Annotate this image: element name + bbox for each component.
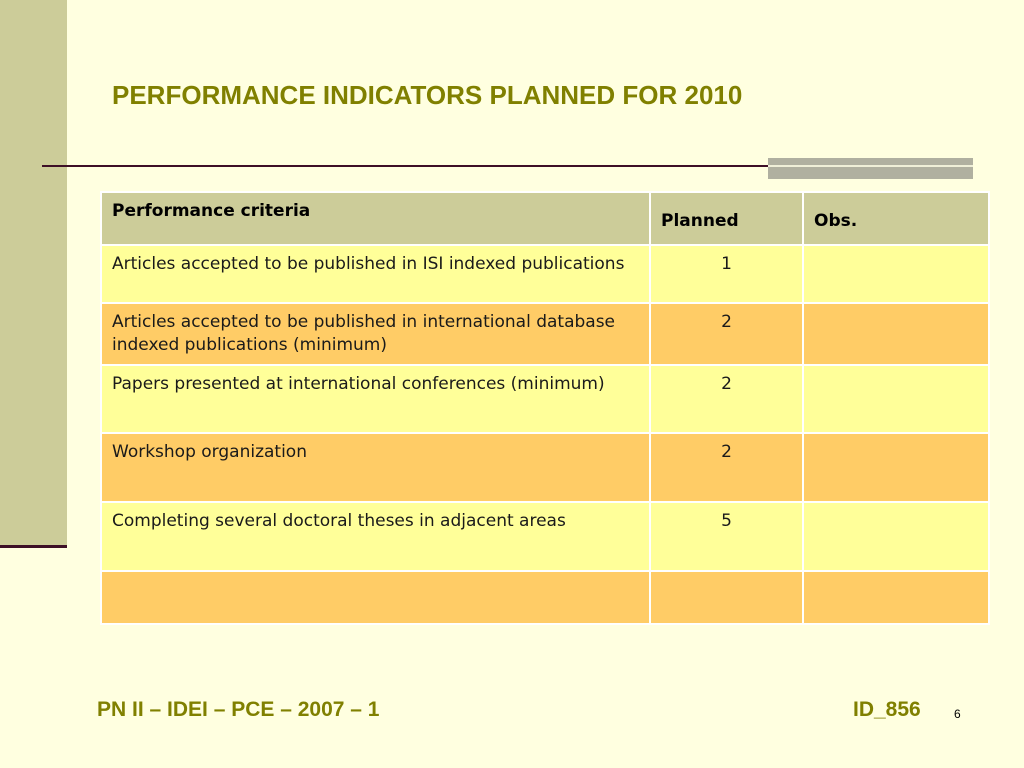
criteria-cell: Workshop organization <box>100 432 651 503</box>
obs-cell <box>802 432 990 503</box>
planned-cell: 1 <box>649 244 804 304</box>
table-row: Articles accepted to be published in int… <box>100 302 990 366</box>
page-number: 6 <box>954 707 961 721</box>
table-header-row: Performance criteria Planned Obs. <box>100 191 990 246</box>
obs-cell <box>802 364 990 434</box>
obs-cell <box>802 302 990 366</box>
planned-cell: 5 <box>649 501 804 572</box>
footer-project-id: ID_856 <box>853 698 921 721</box>
obs-cell <box>802 244 990 304</box>
planned-cell: 2 <box>649 432 804 503</box>
divider-accent-block <box>768 158 973 179</box>
footer-project-code: PN II – IDEI – PCE – 2007 – 1 <box>97 698 380 721</box>
criteria-cell: Completing several doctoral theses in ad… <box>100 501 651 572</box>
obs-cell <box>802 570 990 625</box>
slide-title: PERFORMANCE INDICATORS PLANNED FOR 2010 <box>112 80 743 110</box>
table-row: Articles accepted to be published in ISI… <box>100 244 990 304</box>
performance-table: Performance criteria Planned Obs. Articl… <box>100 191 990 625</box>
planned-cell <box>649 570 804 625</box>
criteria-cell <box>100 570 651 625</box>
criteria-cell: Papers presented at international confer… <box>100 364 651 434</box>
header-obs: Obs. <box>802 191 990 246</box>
table-row: Papers presented at international confer… <box>100 364 990 434</box>
planned-cell: 2 <box>649 302 804 366</box>
criteria-cell: Articles accepted to be published in ISI… <box>100 244 651 304</box>
criteria-cell: Articles accepted to be published in int… <box>100 302 651 366</box>
header-performance-criteria: Performance criteria <box>100 191 651 246</box>
left-bar-underline <box>0 545 67 548</box>
title-divider <box>42 165 972 167</box>
header-planned: Planned <box>649 191 804 246</box>
table-row: Workshop organization 2 <box>100 432 990 503</box>
table-row: Completing several doctoral theses in ad… <box>100 501 990 572</box>
obs-cell <box>802 501 990 572</box>
planned-cell: 2 <box>649 364 804 434</box>
table-row <box>100 570 990 625</box>
left-decorative-bar <box>0 0 67 545</box>
